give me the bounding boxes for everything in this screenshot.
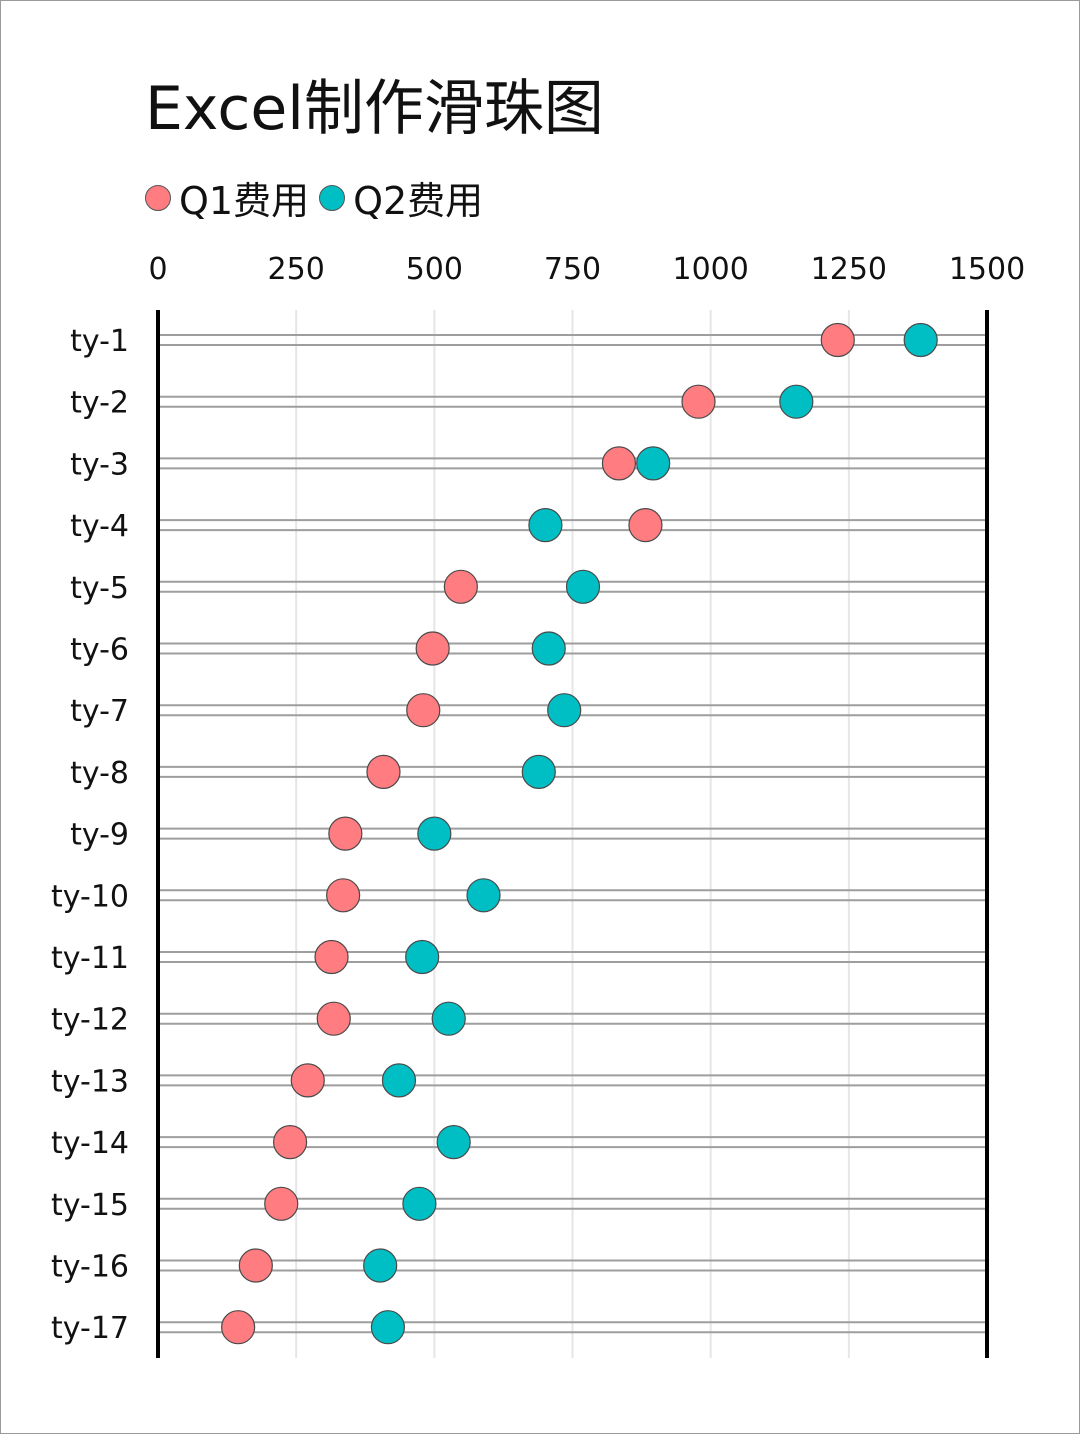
x-tick-label: 1000 — [672, 252, 748, 287]
x-tick-label: 250 — [268, 252, 325, 287]
category-label: ty-14 — [51, 1126, 129, 1161]
category-label: ty-9 — [70, 818, 129, 853]
category-label: ty-1 — [70, 324, 129, 359]
q2-point — [363, 1248, 398, 1283]
category-label: ty-3 — [70, 447, 129, 482]
x-tick-label: 1500 — [949, 252, 1025, 287]
q1-point — [221, 1310, 256, 1345]
q2-point — [531, 631, 566, 666]
category-label: ty-2 — [70, 386, 129, 421]
q1-point — [316, 1001, 351, 1036]
category-label: ty-6 — [70, 633, 129, 668]
chart-title: Excel制作滑珠图 — [145, 74, 604, 144]
x-tick-label: 500 — [406, 252, 463, 287]
q2-point — [528, 507, 563, 543]
category-label: ty-5 — [70, 571, 129, 606]
x-tick-label: 0 — [148, 252, 167, 287]
q1-point — [326, 878, 361, 913]
q2-point — [370, 1310, 406, 1345]
legend-marker-q2 — [319, 184, 346, 211]
q1-point — [681, 384, 716, 419]
category-label: ty-8 — [70, 756, 129, 791]
q1-point — [264, 1186, 299, 1221]
q2-point — [405, 939, 440, 975]
q1-point — [601, 446, 637, 481]
legend-item-q1: Q1费用 — [145, 170, 309, 225]
legend-label-q1: Q1费用 — [179, 179, 310, 223]
category-label: ty-7 — [70, 694, 129, 729]
q2-point — [417, 816, 452, 851]
q1-point — [290, 1063, 325, 1098]
legend-marker-q1 — [145, 184, 171, 211]
q1-point — [272, 1124, 308, 1160]
q1-point — [820, 322, 855, 358]
q2-point — [431, 1001, 466, 1036]
q2-point — [381, 1063, 417, 1098]
q2-point — [779, 384, 814, 419]
category-label: ty-11 — [51, 941, 129, 976]
q2-point — [436, 1124, 471, 1160]
legend-item-q2: Q2费用 — [319, 170, 483, 225]
category-label: ty-4 — [70, 509, 129, 544]
q2-point — [547, 693, 582, 728]
category-label: ty-17 — [51, 1311, 129, 1346]
q1-point — [328, 816, 363, 851]
q1-point — [314, 939, 349, 975]
category-label: ty-13 — [51, 1064, 129, 1099]
q1-point — [628, 507, 663, 543]
q2-point — [565, 569, 601, 604]
q2-point — [402, 1186, 437, 1221]
legend-label-q2: Q2费用 — [353, 179, 484, 223]
q1-point — [366, 754, 401, 790]
category-label: ty-16 — [51, 1250, 129, 1285]
category-label: ty-12 — [51, 1003, 129, 1038]
q2-point — [903, 322, 938, 358]
q2-point — [521, 754, 556, 790]
x-tick-label: 1250 — [811, 252, 887, 287]
q1-point — [415, 631, 450, 666]
q2-point — [636, 446, 671, 481]
q1-point — [238, 1248, 273, 1283]
category-label: ty-10 — [51, 879, 129, 914]
x-tick-label: 750 — [544, 252, 601, 287]
q1-point — [443, 569, 478, 604]
q2-point — [466, 878, 501, 913]
q1-point — [406, 693, 441, 728]
category-label: ty-15 — [51, 1188, 129, 1223]
legend: Q1费用 Q2费用 — [145, 170, 487, 225]
